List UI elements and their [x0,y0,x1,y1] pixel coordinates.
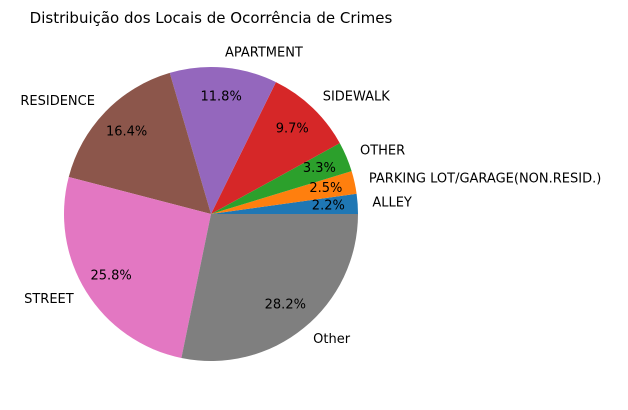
slice-label-other: OTHER [360,144,405,159]
slice-label-alley: ALLEY [372,195,412,210]
slice-label-parking-lot-garage-non-resid: PARKING LOT/GARAGE(NON.RESID.) [369,172,601,187]
pie-slice-sidewalk [211,82,340,214]
chart-title: Distribuição dos Locais de Ocorrência de… [30,9,393,27]
slice-percent-other: 28.2% [265,298,306,313]
pie-slice-other [181,214,358,361]
pie-slice-parking-lot-garage-non-resid [211,171,357,214]
pie-slice-residence [68,72,211,214]
slice-percent-residence: 16.4% [106,125,147,140]
pie-slice-alley [211,193,358,214]
slice-label-other: Other [313,332,351,347]
slice-label-apartment: APARTMENT [225,45,303,60]
pie-slice-other [211,143,352,214]
slice-percent-sidewalk: 9.7% [276,121,309,136]
slice-percent-other: 3.3% [303,161,336,176]
slice-label-residence: RESIDENCE [20,94,95,109]
pie-slice-apartment [169,66,276,214]
slice-label-sidewalk: SIDEWALK [323,90,391,105]
pie-slices [64,66,358,361]
slice-percent-street: 25.8% [90,269,131,284]
slice-percent-alley: 2.2% [312,198,345,213]
slice-label-street: STREET [24,292,74,307]
slice-percent-apartment: 11.8% [201,89,242,104]
pie-slice-street [64,176,211,358]
pie-labels: ALLEY 2.2% PARKING LOT/GARAGE(NON.RESID.) 2… [20,45,601,346]
slice-percent-parking-lot-garage-non-resid: 2.5% [309,181,342,196]
